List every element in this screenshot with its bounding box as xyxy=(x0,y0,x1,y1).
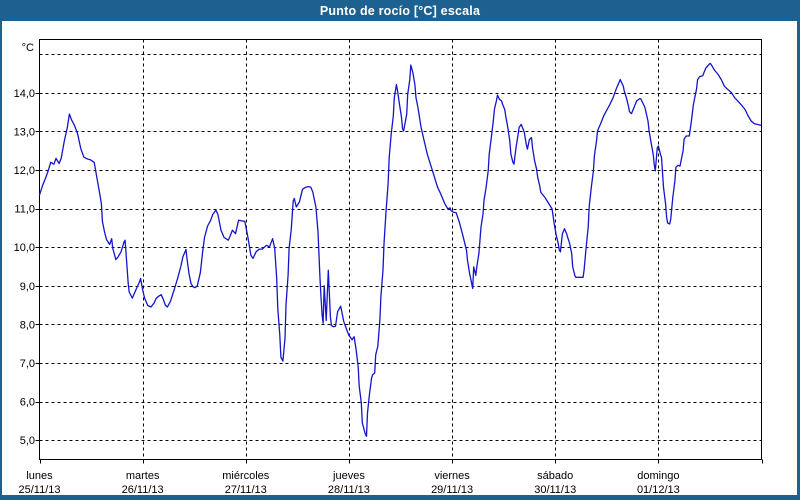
x-day-name: domingo xyxy=(637,470,679,482)
y-tick-label: 9,0 xyxy=(20,281,35,293)
window-border-bottom xyxy=(0,495,800,500)
x-day-date: 28/11/13 xyxy=(328,484,370,495)
window-border-left xyxy=(0,0,2,500)
y-tick-label: 12,0 xyxy=(14,165,35,177)
x-day-name: martes xyxy=(126,470,160,482)
window-border-right xyxy=(797,0,800,500)
x-day-date: 01/12/13 xyxy=(637,484,680,495)
y-tick-label: 13,0 xyxy=(14,126,35,138)
y-tick-label: 5,0 xyxy=(20,435,35,447)
x-day-name: miércoles xyxy=(222,470,270,482)
x-day-name: jueves xyxy=(332,470,365,482)
x-gridlines xyxy=(143,39,659,460)
x-day-date: 27/11/13 xyxy=(225,484,267,495)
y-tick-label: 6,0 xyxy=(20,397,35,409)
dewpoint-line xyxy=(38,62,762,437)
dewpoint-chart: 14,0 13,0 12,0 11,0 10,0 9,0 8,0 7,0 6,0 5,0 °C lun… xyxy=(14,39,763,495)
chart-title: Punto de rocío [°C] escala xyxy=(319,3,481,18)
x-day-date: 30/11/13 xyxy=(534,484,576,495)
x-day-name: sábado xyxy=(537,470,573,482)
axis-ticks xyxy=(35,93,763,464)
x-day-date: 26/11/13 xyxy=(122,484,164,495)
x-day-labels: lunes 25/11/13 martes 26/11/13 miércoles 27/1… xyxy=(18,470,679,495)
x-day-name: lunes xyxy=(26,470,53,482)
plot-border xyxy=(39,39,762,460)
y-axis-unit-label: °C xyxy=(22,42,34,54)
x-day-date: 29/11/13 xyxy=(431,484,473,495)
y-tick-label: 14,0 xyxy=(14,88,35,100)
y-tick-label: 11,0 xyxy=(14,204,35,216)
y-tick-label: 7,0 xyxy=(20,358,35,370)
y-tick-label: 8,0 xyxy=(20,319,35,331)
x-day-date: 25/11/13 xyxy=(18,484,60,495)
y-gridlines xyxy=(39,54,762,441)
y-tick-label: 10,0 xyxy=(14,242,35,254)
x-day-name: viernes xyxy=(434,470,470,482)
title-bar: Punto de rocío [°C] escala xyxy=(0,0,800,21)
y-tick-labels: 14,0 13,0 12,0 11,0 10,0 9,0 8,0 7,0 6,0 5,0 °C xyxy=(14,42,35,447)
